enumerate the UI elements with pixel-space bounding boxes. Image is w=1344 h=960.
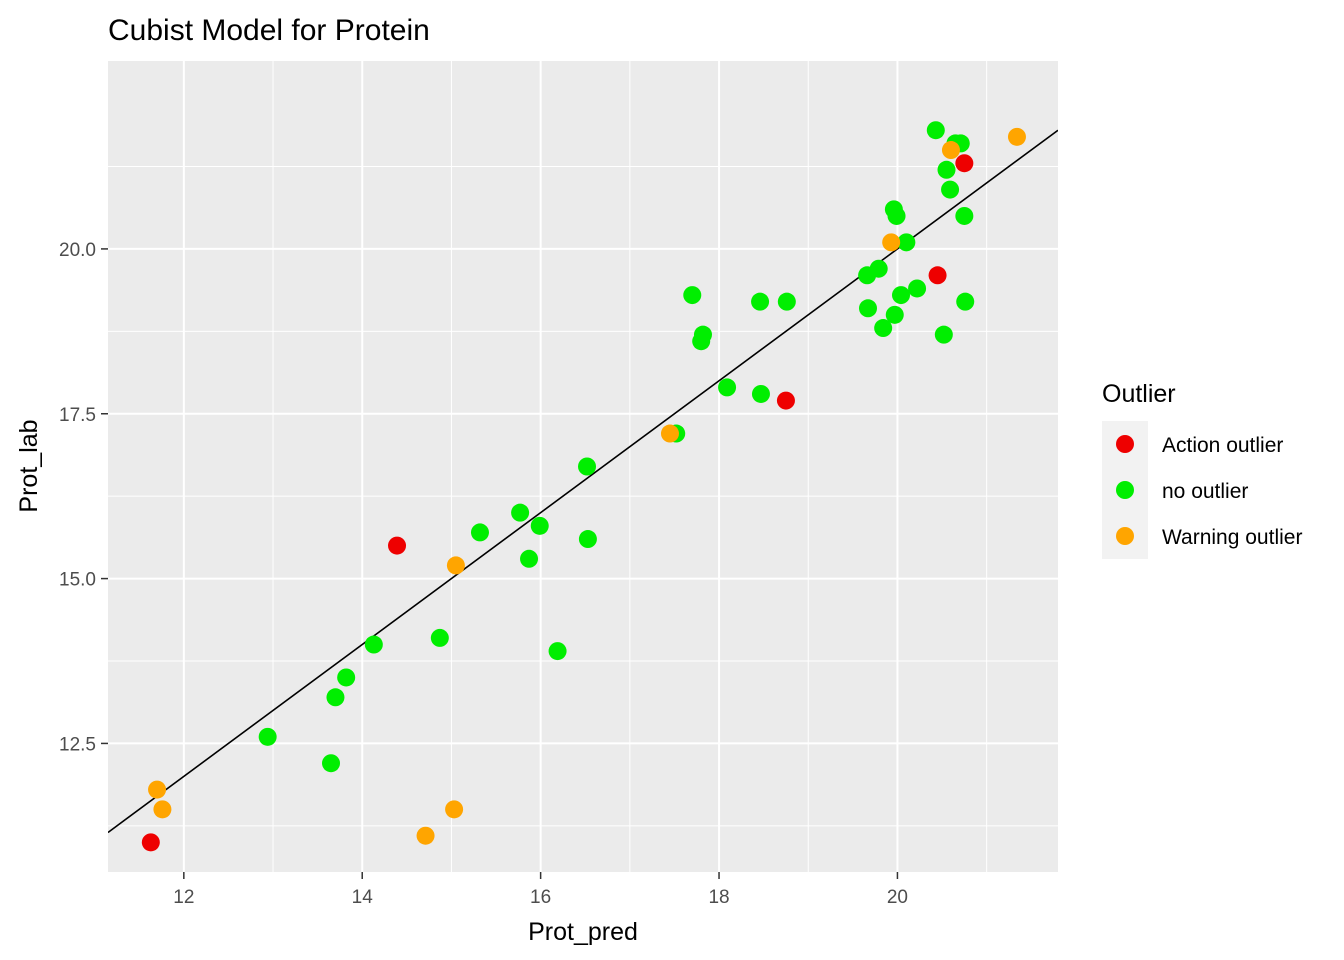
point-no-outlier bbox=[548, 642, 567, 661]
point-action-outlier bbox=[388, 536, 407, 555]
data-points bbox=[141, 121, 1026, 852]
point-no-outlier bbox=[693, 325, 712, 344]
point-no-outlier bbox=[887, 206, 906, 225]
point-warning-outlier bbox=[416, 826, 435, 845]
y-axis-label: Prot_lab bbox=[15, 419, 43, 512]
point-warning-outlier bbox=[445, 800, 464, 819]
point-action-outlier bbox=[928, 266, 947, 285]
x-tick-label: 18 bbox=[708, 887, 729, 908]
point-no-outlier bbox=[926, 121, 945, 140]
point-no-outlier bbox=[956, 292, 975, 311]
legend-label-action-outlier: Action outlier bbox=[1162, 434, 1283, 457]
point-action-outlier bbox=[141, 833, 160, 852]
point-no-outlier bbox=[751, 292, 770, 311]
x-tick-label: 12 bbox=[173, 887, 194, 908]
legend-title: Outlier bbox=[1102, 380, 1176, 408]
point-no-outlier bbox=[683, 286, 702, 305]
point-warning-outlier bbox=[941, 141, 960, 160]
legend-key-no-outlier bbox=[1116, 481, 1134, 499]
point-warning-outlier bbox=[148, 780, 167, 799]
y-axis: 12.5 15.0 17.5 20.0 bbox=[59, 240, 108, 755]
point-warning-outlier bbox=[882, 233, 901, 252]
point-no-outlier bbox=[578, 457, 597, 476]
point-no-outlier bbox=[941, 180, 960, 199]
point-no-outlier bbox=[718, 378, 737, 397]
point-no-outlier bbox=[430, 628, 449, 647]
point-no-outlier bbox=[530, 516, 549, 535]
point-warning-outlier bbox=[153, 800, 172, 819]
point-no-outlier bbox=[892, 286, 911, 305]
point-no-outlier bbox=[777, 292, 796, 311]
x-axis: 12 14 16 18 20 bbox=[173, 872, 908, 908]
point-no-outlier bbox=[337, 668, 356, 687]
legend-label-warning-outlier: Warning outlier bbox=[1162, 526, 1302, 549]
x-tick-label: 20 bbox=[887, 887, 908, 908]
legend-key-warning-outlier bbox=[1116, 527, 1134, 545]
point-no-outlier bbox=[897, 233, 916, 252]
legend: Outlier Action outlier no outlier Warning … bbox=[1102, 380, 1302, 559]
grid-lines bbox=[108, 61, 1058, 872]
point-no-outlier bbox=[859, 299, 877, 318]
y-tick-label: 20.0 bbox=[59, 240, 96, 261]
point-no-outlier bbox=[520, 549, 539, 568]
y-tick-label: 17.5 bbox=[59, 405, 96, 426]
point-no-outlier bbox=[885, 305, 904, 324]
legend-items: Action outlier no outlier Warning outlier bbox=[1102, 421, 1302, 559]
point-warning-outlier bbox=[446, 556, 465, 575]
point-no-outlier bbox=[751, 384, 770, 403]
x-tick-label: 14 bbox=[352, 887, 374, 908]
point-no-outlier bbox=[578, 530, 597, 549]
y-tick-label: 12.5 bbox=[59, 734, 96, 755]
point-no-outlier bbox=[874, 319, 893, 338]
point-no-outlier bbox=[869, 259, 888, 278]
point-no-outlier bbox=[364, 635, 383, 654]
y-tick-label: 15.0 bbox=[59, 570, 96, 591]
point-no-outlier bbox=[937, 160, 956, 179]
legend-key-action-outlier bbox=[1116, 435, 1134, 453]
point-warning-outlier bbox=[1007, 127, 1026, 146]
x-axis-label: Prot_pred bbox=[528, 918, 638, 946]
point-warning-outlier bbox=[660, 424, 679, 443]
legend-label-no-outlier: no outlier bbox=[1162, 480, 1248, 503]
point-no-outlier bbox=[470, 523, 489, 542]
point-no-outlier bbox=[326, 688, 345, 707]
point-no-outlier bbox=[955, 206, 974, 225]
point-no-outlier bbox=[908, 279, 927, 298]
point-no-outlier bbox=[934, 325, 953, 344]
chart-title: Cubist Model for Protein bbox=[108, 14, 430, 47]
point-action-outlier bbox=[776, 391, 795, 410]
point-action-outlier bbox=[955, 154, 974, 173]
x-tick-label: 16 bbox=[530, 887, 551, 908]
point-no-outlier bbox=[511, 503, 530, 522]
point-no-outlier bbox=[258, 727, 277, 746]
point-no-outlier bbox=[322, 754, 341, 773]
